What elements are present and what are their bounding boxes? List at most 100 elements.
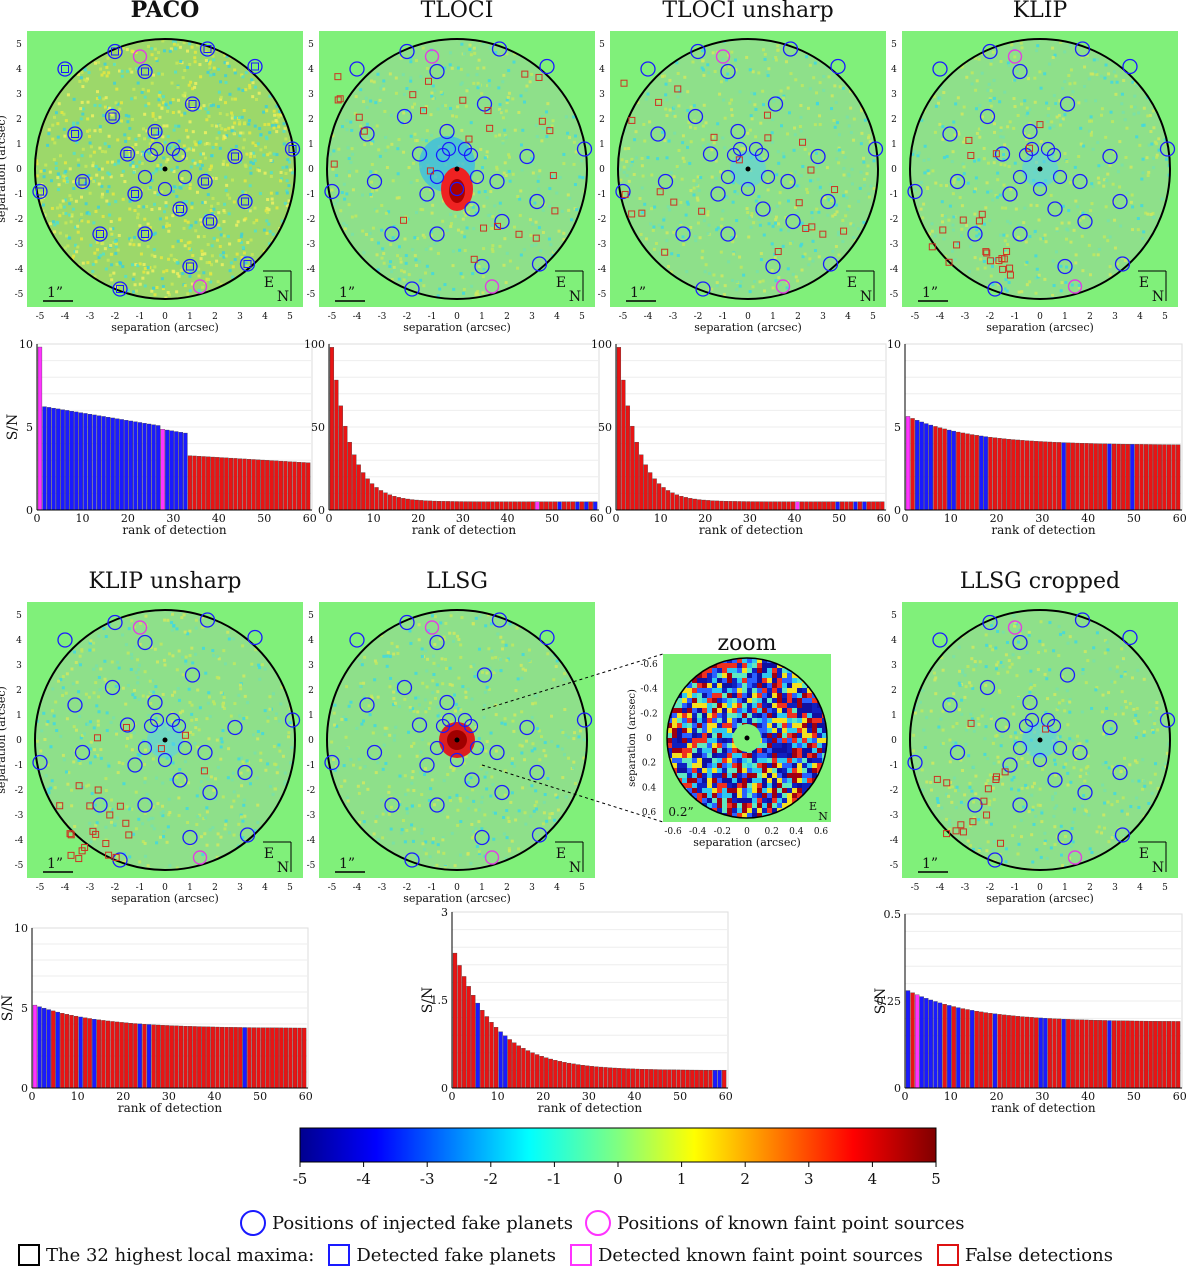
noise-speckle <box>508 179 512 183</box>
noise-speckle <box>1052 94 1056 98</box>
noise-speckle <box>706 213 710 217</box>
noise-speckle <box>181 93 185 97</box>
noise-speckle <box>370 180 374 184</box>
noise-speckle <box>209 775 213 779</box>
noise-speckle <box>723 116 727 120</box>
noise-speckle <box>711 135 715 139</box>
fake-planet-circle <box>720 63 736 80</box>
noise-speckle <box>214 142 218 146</box>
noise-speckle <box>263 667 267 671</box>
noise-speckle <box>992 114 996 118</box>
noise-speckle <box>572 760 576 764</box>
noise-speckle <box>162 101 166 105</box>
noise-speckle <box>231 265 235 269</box>
noise-speckle <box>962 165 966 169</box>
noise-speckle <box>391 236 395 240</box>
noise-speckle <box>181 213 185 217</box>
noise-speckle <box>491 249 495 253</box>
noise-speckle <box>1115 80 1119 84</box>
noise-speckle <box>147 135 151 139</box>
noise-speckle <box>529 814 533 818</box>
noise-speckle <box>117 161 121 165</box>
noise-speckle <box>1012 126 1016 130</box>
noise-speckle <box>63 246 67 250</box>
noise-speckle <box>525 84 529 88</box>
noise-speckle <box>207 691 211 695</box>
noise-speckle <box>505 251 509 255</box>
noise-speckle <box>513 713 517 717</box>
noise-speckle <box>283 780 287 784</box>
noise-speckle <box>183 630 187 634</box>
noise-speckle <box>104 267 108 271</box>
noise-speckle <box>333 202 337 206</box>
noise-speckle <box>553 249 557 253</box>
noise-speckle <box>92 641 96 645</box>
noise-speckle <box>379 86 383 90</box>
noise-speckle <box>1094 99 1098 103</box>
noise-speckle <box>1063 113 1067 117</box>
noise-speckle <box>215 136 219 140</box>
noise-speckle <box>181 76 185 80</box>
noise-speckle <box>1087 77 1091 81</box>
noise-speckle <box>459 655 463 659</box>
star-center <box>162 737 168 743</box>
noise-speckle <box>74 243 78 247</box>
noise-speckle <box>239 813 243 817</box>
noise-speckle <box>460 81 464 85</box>
noise-speckle <box>217 131 221 135</box>
fake-planet-circle <box>1032 181 1048 197</box>
noise-speckle <box>845 196 849 200</box>
noise-speckle <box>217 67 221 71</box>
noise-speckle <box>387 210 391 214</box>
noise-speckle <box>1023 99 1027 103</box>
noise-speckle <box>283 771 287 775</box>
noise-speckle <box>340 125 344 129</box>
noise-speckle <box>771 224 775 228</box>
noise-speckle <box>86 129 90 133</box>
noise-speckle <box>404 109 408 113</box>
compass-e: E <box>1139 275 1149 291</box>
noise-speckle <box>527 648 531 652</box>
noise-speckle <box>431 691 435 695</box>
noise-speckle <box>1035 49 1039 53</box>
noise-speckle <box>210 212 214 216</box>
fake-planet-circle <box>199 41 216 57</box>
noise-speckle <box>374 170 378 174</box>
field-circle <box>909 38 1171 300</box>
noise-speckle <box>359 124 363 128</box>
noise-speckle <box>68 236 72 240</box>
noise-speckle <box>372 832 376 836</box>
noise-speckle <box>541 230 545 234</box>
noise-speckle <box>231 637 235 641</box>
y-tick-label: 3 <box>308 90 314 100</box>
noise-speckle <box>181 709 185 713</box>
noise-speckle <box>696 198 700 202</box>
noise-speckle <box>498 133 502 137</box>
noise-speckle <box>740 139 744 143</box>
noise-speckle <box>1045 101 1049 105</box>
noise-speckle <box>1102 178 1106 182</box>
noise-speckle <box>539 249 543 253</box>
noise-speckle <box>462 761 466 765</box>
noise-speckle <box>273 787 277 791</box>
fake-planet-circle <box>137 63 153 80</box>
noise-speckle <box>445 229 449 233</box>
noise-speckle <box>1025 260 1029 264</box>
noise-speckle <box>859 142 863 146</box>
noise-speckle <box>166 109 170 113</box>
detection-square <box>36 187 44 196</box>
y-tick-label: -5 <box>15 861 24 871</box>
noise-speckle <box>189 80 193 84</box>
noise-speckle <box>257 663 261 667</box>
noise-speckle <box>980 126 984 130</box>
noise-speckle <box>793 126 797 130</box>
noise-speckle <box>424 840 428 844</box>
noise-speckle <box>681 134 685 138</box>
noise-speckle <box>399 257 403 261</box>
noise-speckle <box>786 199 790 203</box>
noise-speckle <box>63 175 67 179</box>
noise-speckle <box>723 284 727 288</box>
noise-speckle <box>137 663 141 667</box>
noise-speckle <box>803 252 807 256</box>
noise-speckle <box>46 763 50 767</box>
